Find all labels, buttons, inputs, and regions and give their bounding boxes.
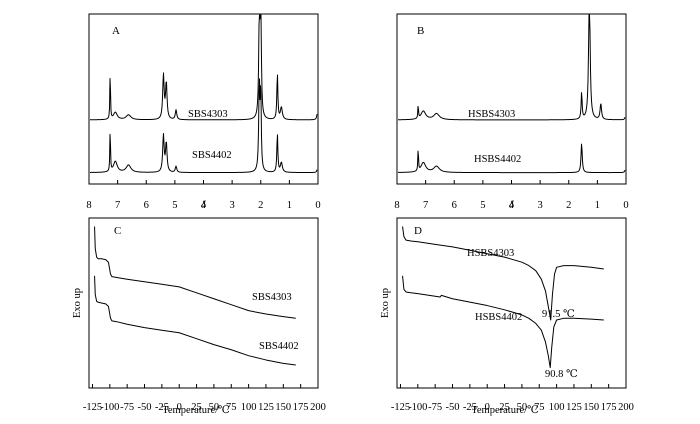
- x-tick-label: 150: [275, 402, 291, 413]
- plot-frame: [88, 217, 319, 389]
- panel-c-dsc-curves: -125-100 -75 -50 -25 0 25 50 75 100 125 150 175 200 …: [72, 217, 326, 416]
- series-label-hsbs4402: HSBS4402: [475, 312, 522, 323]
- x-tick-label: -50: [138, 402, 152, 413]
- x-axis-label: Temperature/℃: [162, 405, 230, 416]
- x-tick-label: 4: [201, 200, 207, 211]
- x-tick-label: 100: [241, 402, 257, 413]
- x-tick-label: 6: [452, 200, 457, 211]
- x-tick-label: 0: [623, 200, 628, 211]
- peak-annotation-hsbs4303: 91.5 ℃: [542, 309, 575, 320]
- series-label-sbs4303: SBS4303: [252, 292, 292, 303]
- x-tick-label: 4: [509, 200, 515, 211]
- x-tick-label: -100: [100, 402, 119, 413]
- x-tick-label: 2: [258, 200, 263, 211]
- x-tick-label: 0: [485, 402, 490, 413]
- x-tick-label: 6: [144, 200, 149, 211]
- series-label-hsbs4402: HSBS4402: [474, 154, 521, 165]
- x-tick-label: 5: [172, 200, 177, 211]
- series-label-sbs4402: SBS4402: [192, 150, 232, 161]
- series-line-hsbs4402: [402, 275, 604, 369]
- x-tick-label: 25: [191, 402, 202, 413]
- series-line-hsbs4402: [397, 143, 626, 174]
- x-tick-label: 150: [583, 402, 599, 413]
- x-tick-label: 1: [287, 200, 292, 211]
- x-tick-label: -75: [428, 402, 442, 413]
- plot-frame: [396, 217, 627, 389]
- x-tick-label: 2: [566, 200, 571, 211]
- panel-a-nmr-spectra: 8 7 6 5 4 3 2 1 0 A SBS4303 SBS4402 δ: [86, 13, 321, 211]
- x-tick-label: -50: [446, 402, 460, 413]
- series-line-hsbs4303: [402, 226, 604, 321]
- series-line-hsbs4303: [397, 14, 626, 121]
- x-tick-label: 3: [230, 200, 235, 211]
- series-line-sbs4303: [94, 226, 296, 319]
- x-tick-label: -25: [463, 402, 477, 413]
- x-tick-label: 125: [566, 402, 582, 413]
- panel-letter: B: [417, 25, 424, 37]
- x-tick-label: -125: [83, 402, 102, 413]
- x-tick-label: 125: [258, 402, 274, 413]
- y-axis-label: Exo up: [380, 288, 391, 318]
- plot-area: -125-100 -75 -50 -25 0 25 50 75 100 125 150 175 200: [391, 226, 634, 413]
- x-tick-label: 175: [601, 402, 617, 413]
- x-tick-label: 25: [499, 402, 510, 413]
- x-tick-label: 0: [315, 200, 320, 211]
- x-axis-label: Temperature/℃: [471, 405, 539, 416]
- series-line-sbs4402: [90, 78, 318, 174]
- panel-letter: D: [414, 225, 422, 237]
- x-tick-label: 200: [618, 402, 634, 413]
- x-tick-label: 50: [517, 402, 528, 413]
- peak-annotation-hsbs4402: 90.8 ℃: [545, 369, 578, 380]
- x-tick-label: -25: [155, 402, 169, 413]
- series-label-hsbs4303: HSBS4303: [468, 109, 515, 120]
- panel-d-dsc-curves: -125-100 -75 -50 -25 0 25 50 75 100 125 150 175 200 …: [380, 217, 634, 416]
- panel-letter: A: [112, 25, 120, 37]
- x-tick-label: 75: [226, 402, 237, 413]
- series-label-sbs4402: SBS4402: [259, 341, 299, 352]
- x-tick-label: -75: [120, 402, 134, 413]
- x-tick-label: 50: [209, 402, 220, 413]
- series-line-sbs4402: [94, 275, 296, 366]
- x-tick-label: 3: [538, 200, 543, 211]
- x-tick-label: -125: [391, 402, 410, 413]
- plot-area: 8 7 6 5 4 3 2 1 0: [394, 14, 629, 211]
- x-axis-label: δ: [201, 200, 207, 211]
- y-axis-label: Exo up: [72, 288, 83, 318]
- x-axis-label: δ: [509, 200, 515, 211]
- panel-letter: C: [114, 225, 121, 237]
- x-tick-label: 75: [534, 402, 545, 413]
- x-tick-label: 7: [423, 200, 428, 211]
- series-label-sbs4303: SBS4303: [188, 109, 228, 120]
- x-tick-label: 175: [293, 402, 309, 413]
- series-label-hsbs4303: HSBS4303: [467, 248, 514, 259]
- panel-b-nmr-spectra: 8 7 6 5 4 3 2 1 0 B HSBS4303 HSBS4402 δ: [394, 13, 629, 211]
- series-line-sbs4303: [90, 14, 318, 121]
- x-tick-label: 8: [394, 200, 399, 211]
- x-tick-label: 200: [310, 402, 326, 413]
- x-tick-label: 5: [480, 200, 485, 211]
- x-tick-label: 8: [86, 200, 91, 211]
- x-tick-label: 0: [177, 402, 182, 413]
- x-tick-label: 7: [115, 200, 120, 211]
- x-tick-label: -100: [408, 402, 427, 413]
- x-tick-label: 1: [595, 200, 600, 211]
- x-tick-label: 100: [549, 402, 565, 413]
- plot-area: 8 7 6 5 4 3 2 1 0: [86, 14, 321, 211]
- plot-area: -125-100 -75 -50 -25 0 25 50 75 100 125 150 175 200: [83, 226, 326, 413]
